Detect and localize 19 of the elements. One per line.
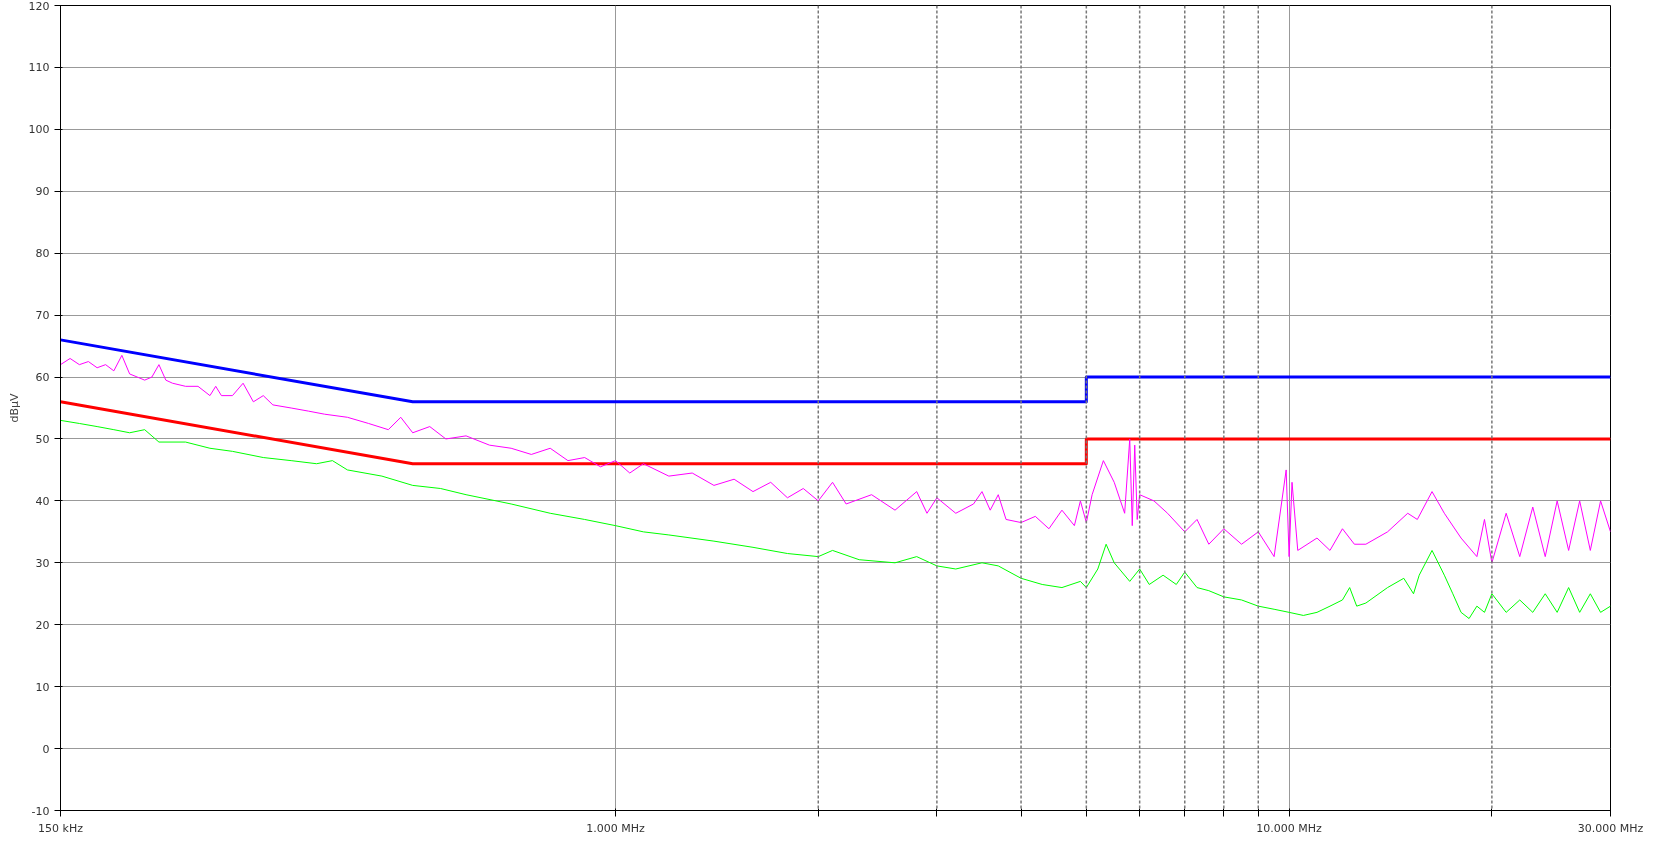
y-tick-label: 40 [35, 494, 50, 508]
x-tick-label: 30.000 MHz [1577, 821, 1644, 835]
y-tick-label: 70 [35, 309, 50, 323]
y-tick-label: -10 [31, 804, 50, 818]
y-axis-title: dBµV [7, 393, 21, 423]
y-tick-label: 0 [42, 742, 50, 756]
y-tick-label: 80 [35, 247, 50, 261]
y-tick-label: 20 [35, 618, 50, 632]
y-tick-label: 100 [28, 123, 50, 137]
y-tick-label: 10 [35, 680, 50, 694]
y-tick-label: 50 [35, 432, 50, 446]
y-tick-label: 90 [35, 185, 50, 199]
y-tick-label: 60 [35, 371, 50, 385]
x-tick-label: 10.000 MHz [1256, 821, 1323, 835]
y-tick-label: 110 [28, 61, 50, 75]
y-tick-label: 120 [28, 0, 50, 13]
x-tick-label: 150 kHz [38, 821, 84, 835]
x-tick-label: 1.000 MHz [586, 821, 645, 835]
y-tick-label: 30 [35, 556, 50, 570]
